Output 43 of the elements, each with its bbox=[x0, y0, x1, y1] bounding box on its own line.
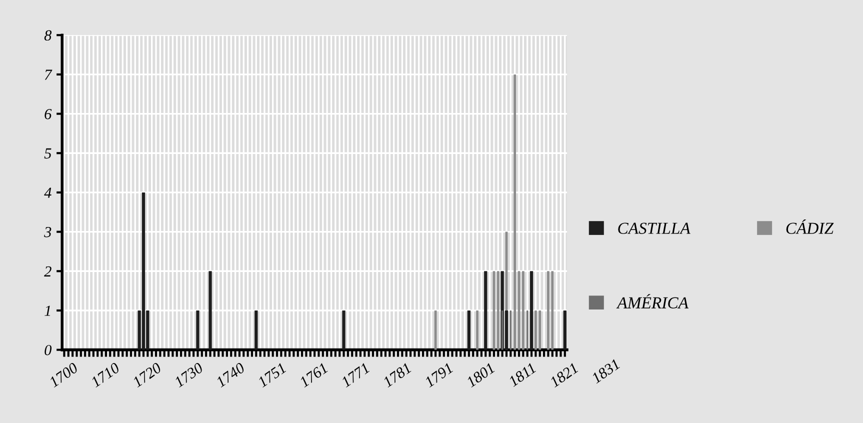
y-tick-label: 0 bbox=[44, 344, 52, 356]
y-tick-label: 4 bbox=[44, 188, 52, 198]
bar bbox=[522, 271, 524, 350]
bar bbox=[563, 310, 566, 350]
bar bbox=[142, 192, 146, 350]
text: 1831 bbox=[590, 358, 620, 384]
y-tick-label: 1 bbox=[44, 306, 50, 316]
bar bbox=[342, 310, 346, 350]
x-tick-label: 1811 bbox=[508, 362, 536, 387]
x-tick-label: 1801 bbox=[466, 362, 495, 388]
legend-label: AMÉRICA bbox=[616, 294, 689, 308]
x-tick-label: 1791 bbox=[424, 362, 454, 388]
x-tick-label: 1730 bbox=[174, 362, 204, 388]
y-tick-label: 5 bbox=[44, 148, 52, 159]
bar bbox=[534, 310, 537, 350]
y-tick-label: 8 bbox=[44, 30, 52, 41]
x-tick-label: 1740 bbox=[215, 362, 246, 388]
bar bbox=[196, 310, 200, 350]
bar bbox=[551, 271, 554, 350]
bar bbox=[208, 271, 212, 350]
bar bbox=[496, 271, 500, 350]
x-tick-label: 1781 bbox=[382, 362, 412, 388]
legend-label: CASTILLA bbox=[618, 222, 690, 234]
x-tick-label: 1761 bbox=[298, 362, 328, 388]
y-tick-label: 7 bbox=[44, 70, 52, 80]
x-tick-label: 1720 bbox=[132, 362, 162, 388]
x-tick-label: 1751 bbox=[257, 362, 286, 388]
bar bbox=[514, 74, 516, 350]
bar bbox=[538, 310, 542, 350]
bar bbox=[547, 271, 550, 350]
bar bbox=[254, 310, 258, 350]
x-tick-label: 1771 bbox=[340, 362, 370, 388]
bar bbox=[484, 271, 488, 350]
y-tick-label: 2 bbox=[44, 266, 52, 276]
bar bbox=[476, 310, 478, 350]
y-tick-label: 3 bbox=[44, 226, 52, 238]
bar bbox=[530, 271, 534, 350]
y-tick-label: 6 bbox=[44, 108, 52, 120]
x-tick-label: 1700 bbox=[48, 362, 79, 388]
legend-label: CÁDIZ bbox=[786, 220, 834, 234]
bar bbox=[467, 310, 471, 350]
x-tick-label: 1710 bbox=[90, 362, 120, 388]
x-tick-label: 1821 bbox=[549, 362, 578, 388]
